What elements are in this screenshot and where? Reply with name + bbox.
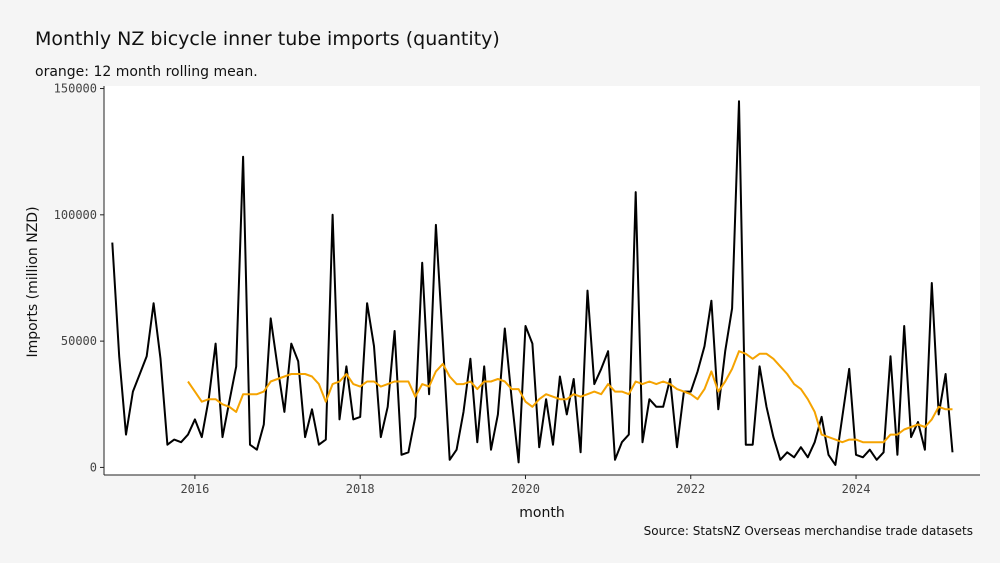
y-tick-label: 0 — [90, 460, 97, 474]
chart-title: Monthly NZ bicycle inner tube imports (q… — [35, 28, 500, 50]
y-axis-label: Imports (million NZD) — [25, 206, 41, 357]
series-layer — [111, 100, 954, 466]
plot-panel — [104, 86, 980, 475]
rolling-mean-line — [187, 350, 953, 444]
y-tick-label: 150000 — [54, 82, 97, 96]
y-tick-label: 50000 — [61, 334, 97, 348]
x-tick-label: 2022 — [676, 482, 705, 496]
x-tick-label: 2024 — [842, 482, 871, 496]
x-tick-label: 2018 — [346, 482, 375, 496]
y-ticks: 0 50000 100000 150000 — [54, 82, 104, 474]
chart-subtitle: orange: 12 month rolling mean. — [35, 64, 258, 80]
source-caption: Source: StatsNZ Overseas merchandise tra… — [644, 524, 973, 538]
x-tick-label: 2020 — [511, 482, 540, 496]
monthly-imports-line — [111, 100, 954, 466]
x-axis-label: month — [519, 505, 564, 521]
x-ticks: 2016 2018 2020 2022 2024 — [180, 475, 870, 496]
axes — [103, 86, 980, 476]
y-tick-label: 100000 — [54, 208, 97, 222]
x-tick-label: 2016 — [180, 482, 209, 496]
